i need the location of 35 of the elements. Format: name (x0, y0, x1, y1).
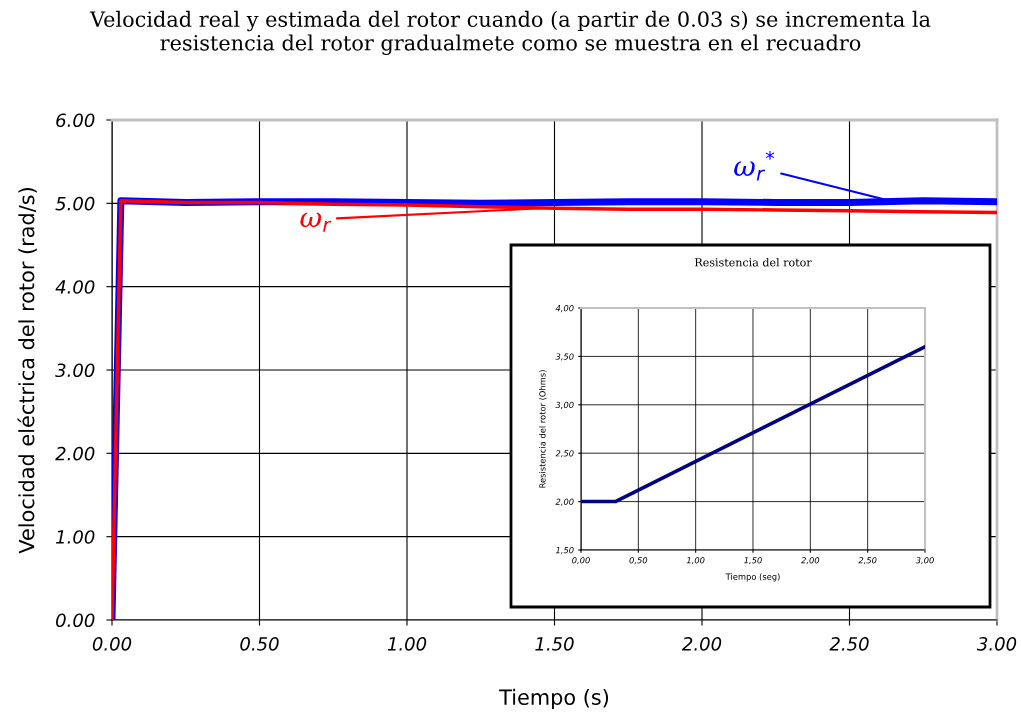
y-axis-title: Velocidad eléctrica del rotor (rad/s) (17, 188, 37, 554)
y-tick-label: 3,50 (555, 353, 574, 361)
x-tick-label: 2,00 (801, 557, 820, 565)
x-tick-label: 0.50 (240, 636, 279, 651)
y-tick-label: 3,00 (555, 401, 574, 409)
y-tick-label: 4,00 (555, 304, 574, 313)
x-tick-label: 2.50 (829, 636, 869, 651)
y-tick-label: 2,50 (555, 450, 574, 458)
x-tick-label: 0,00 (572, 557, 590, 565)
y-tick-label: 6.00 (56, 113, 95, 128)
y-tick-label: 5.00 (55, 196, 95, 211)
annotation: ω$_{r}$ (300, 212, 332, 232)
x-tick-label: 1,50 (744, 557, 762, 565)
x-tick-label: 0.00 (92, 636, 132, 651)
chart-title: Velocidad real y estimada del rotor cuando (a partir de 0.03 s) se incrementa la resistencia del rotor gradualmete como se muestra en el recuadro (89, 10, 931, 55)
y-tick-label: 2,00 (555, 498, 574, 506)
annotation: ω$_{r}$$^{*}$ (734, 150, 775, 181)
x-tick-label: 2,50 (858, 557, 877, 565)
y-tick-label: 4.00 (55, 280, 95, 294)
x-axis-title: Tiempo (s) (499, 688, 609, 710)
x-tick-label: 1.50 (535, 636, 574, 651)
y-tick-label: 0.00 (56, 613, 95, 628)
y-tick-label: 1.00 (56, 530, 95, 544)
x-tick-label: 3.00 (976, 636, 1017, 651)
x-axis-title: Tiempo (seg) (725, 573, 780, 582)
x-tick-label: 1,00 (686, 557, 705, 565)
x-tick-label: 1.00 (387, 636, 427, 651)
y-tick-label: 1,50 (555, 546, 574, 555)
x-tick-label: 3,00 (915, 557, 934, 565)
chart-title: Resistencia del rotor (694, 257, 812, 267)
y-tick-label: 3.00 (55, 363, 95, 378)
x-tick-label: 0,50 (629, 557, 648, 565)
y-axis-title: Resistencia del rotor (Ohms) (539, 370, 547, 488)
y-tick-label: 2.00 (55, 446, 95, 461)
x-tick-label: 2.00 (681, 636, 722, 651)
